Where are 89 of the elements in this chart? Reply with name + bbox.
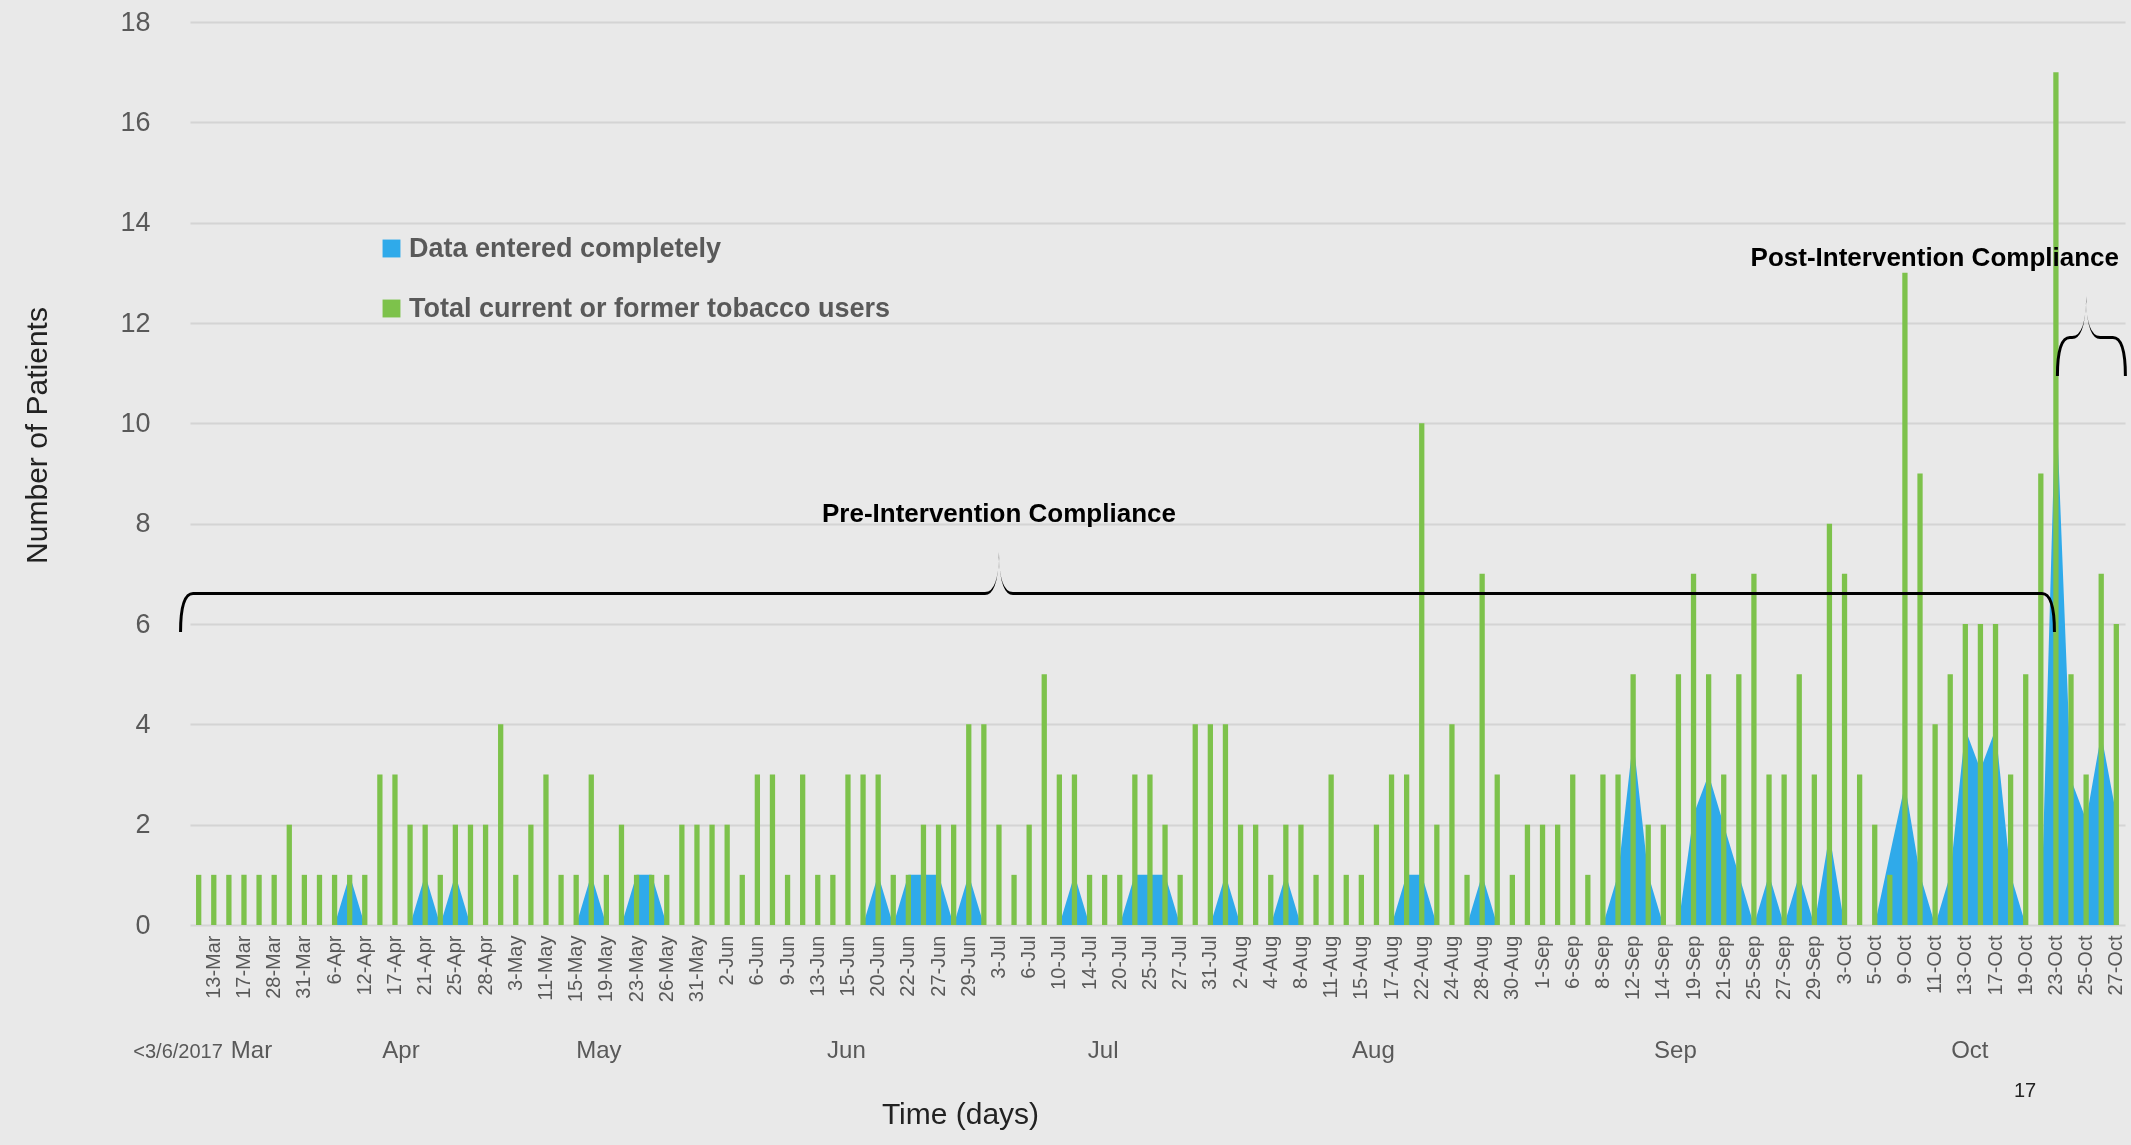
x-tick-label: 5-Oct: [1862, 935, 1885, 985]
x-tick-label: 8-Aug: [1288, 935, 1311, 989]
x-tick-label: 23-Oct: [2043, 935, 2066, 996]
y-tick-label: 18: [120, 6, 151, 37]
text: <3/6/2017: [133, 1040, 223, 1062]
x-tick-label: 9-Jun: [775, 935, 798, 986]
x-tick-label: 29-Jun: [956, 935, 979, 997]
x-tick-label: 24-Aug: [1439, 935, 1462, 1000]
y-tick-label: 8: [135, 508, 151, 539]
x-tick-label: 29-Sep: [1802, 935, 1825, 1000]
x-tick-label: 17-Oct: [1983, 935, 2006, 996]
x-tick-label: 21-Sep: [1711, 935, 1734, 1000]
x-tick-label: 15-Jun: [835, 935, 858, 997]
x-tick-label: 4-Aug: [1258, 935, 1281, 989]
y-tick-label: 12: [120, 307, 151, 338]
x-tick-label: 25-Oct: [2074, 935, 2097, 996]
x-tick-label: 28-Mar: [262, 935, 285, 999]
y-tick-label: 4: [135, 708, 151, 739]
text: Aug: [1352, 1036, 1395, 1063]
x-tick-label: 13-Mar: [201, 935, 224, 999]
x-tick-label: 6-Jun: [745, 935, 768, 986]
x-tick-label: 12-Sep: [1621, 935, 1644, 1000]
x-tick-label: 15-Aug: [1349, 935, 1372, 1000]
x-tick-label: 27-Sep: [1772, 935, 1795, 1000]
x-tick-label: 11-May: [533, 935, 556, 1001]
text: Jun: [827, 1036, 866, 1063]
x-axis-title: Time (days): [881, 1096, 1040, 1130]
y-axis-title: Number of Patients: [19, 307, 53, 564]
x-tick-label: 30-Aug: [1500, 935, 1523, 1000]
x-tick-label: 19-Sep: [1681, 935, 1704, 1000]
x-tick-label: 12-Apr: [352, 935, 375, 996]
text: Mar: [230, 1036, 273, 1063]
x-tick-label: 23-May: [624, 935, 647, 1003]
text: Oct: [1951, 1036, 1989, 1063]
x-tick-label: 11-Oct: [1923, 935, 1946, 995]
x-tick-label: 6-Sep: [1560, 935, 1583, 989]
x-tick-label: 20-Jun: [866, 935, 889, 997]
x-tick-label: 10-Jul: [1047, 935, 1070, 990]
x-tick-label: 31-Mar: [292, 935, 315, 999]
x-tick-label: 14-Sep: [1651, 935, 1674, 1000]
x-tick-label: 21-Apr: [413, 935, 436, 996]
y-tick-label: 0: [135, 909, 151, 940]
y-tick-label: 2: [135, 809, 151, 840]
text: 17: [2013, 1079, 2037, 1101]
x-tick-label: 3-Jul: [986, 935, 1009, 979]
x-tick-label: 3-Oct: [1832, 935, 1855, 985]
text: Jul: [1087, 1036, 1119, 1063]
x-tick-label: 2-Aug: [1228, 935, 1251, 989]
x-tick-label: 13-Oct: [1953, 935, 1976, 996]
x-tick-label: 6-Apr: [322, 935, 345, 985]
x-tick-label: 14-Jul: [1077, 935, 1100, 990]
text: Sep: [1654, 1036, 1697, 1063]
x-tick-label: 28-Aug: [1470, 935, 1493, 1000]
x-tick-label: 27-Jul: [1168, 935, 1191, 990]
y-tick-label: 10: [120, 407, 151, 438]
text: May: [576, 1036, 622, 1063]
x-tick-label: 6-Jul: [1017, 935, 1040, 979]
y-tick-label: 6: [135, 608, 151, 639]
x-tick-label: 17-Mar: [231, 935, 254, 999]
x-tick-label: 28-Apr: [473, 935, 496, 996]
x-tick-label: 15-May: [564, 935, 587, 1003]
text: Apr: [382, 1036, 420, 1063]
legend-label: Total current or former tobacco users: [409, 292, 891, 323]
x-tick-label: 8-Sep: [1590, 935, 1613, 989]
annotation: Pre-Intervention Compliance: [821, 498, 1176, 528]
y-tick-label: 16: [120, 106, 151, 137]
x-tick-label: 17-Aug: [1379, 935, 1402, 1000]
x-tick-label: 22-Aug: [1409, 935, 1432, 1000]
x-tick-label: 20-Jul: [1107, 935, 1130, 990]
x-tick-label: 25-Apr: [443, 935, 466, 996]
x-tick-label: 31-Jul: [1198, 935, 1221, 990]
x-tick-label: 27-Oct: [2104, 935, 2127, 996]
x-tick-label: 11-Aug: [1319, 935, 1342, 999]
x-tick-label: 31-May: [684, 935, 707, 1003]
y-tick-label: 14: [120, 207, 151, 238]
x-tick-label: 27-Jun: [926, 935, 949, 997]
x-tick-label: 25-Sep: [1741, 935, 1764, 1000]
x-tick-label: 19-Oct: [2013, 935, 2036, 996]
x-tick-label: 22-Jun: [896, 935, 919, 997]
x-tick-label: 25-Jul: [1137, 935, 1160, 990]
x-tick-label: 17-Apr: [382, 935, 405, 996]
x-tick-label: 9-Oct: [1892, 935, 1915, 985]
x-tick-label: 19-May: [594, 935, 617, 1003]
x-tick-label: 2-Jun: [715, 935, 738, 986]
legend-label: Data entered completely: [409, 232, 722, 263]
x-tick-label: 3-May: [503, 935, 526, 992]
x-tick-label: 1-Sep: [1530, 935, 1553, 989]
x-tick-label: 13-Jun: [805, 935, 828, 997]
x-tick-label: 26-May: [654, 935, 677, 1003]
